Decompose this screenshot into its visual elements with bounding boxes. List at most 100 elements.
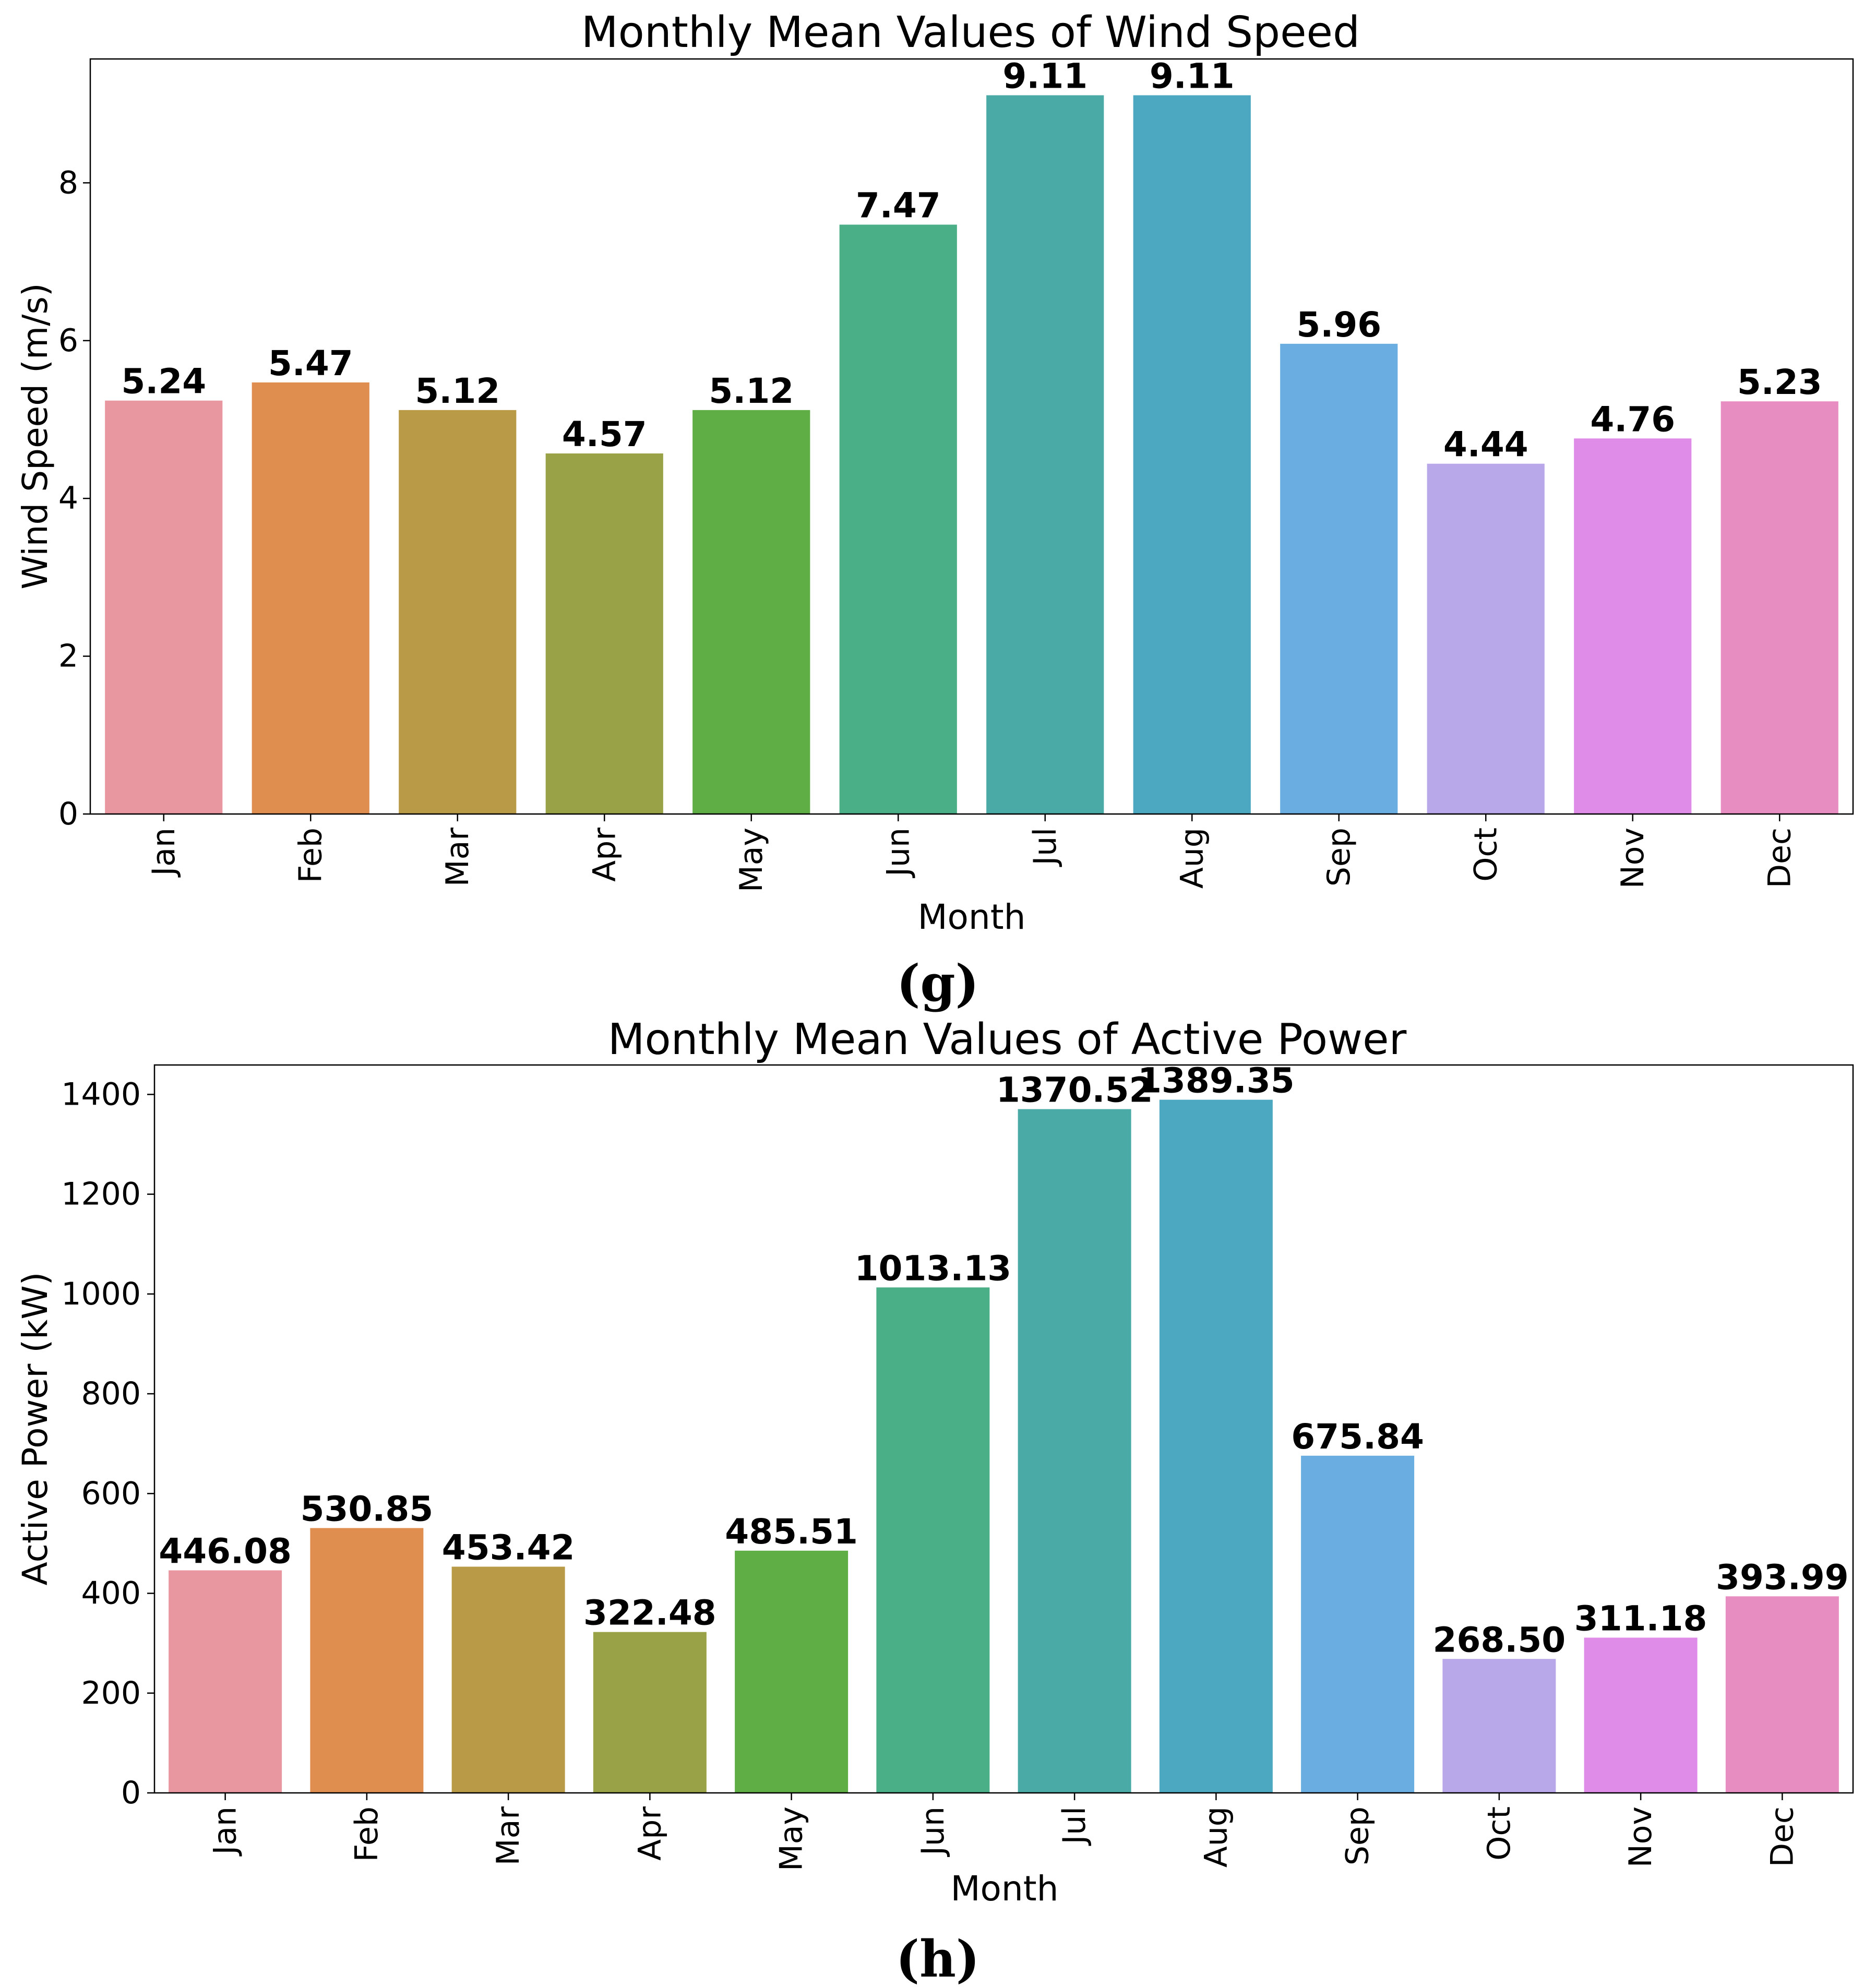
- bar-jun: [876, 1287, 990, 1793]
- x-axis-label: Month: [951, 1869, 1059, 1909]
- x-tick-label: Oct: [1467, 828, 1504, 882]
- x-tick-label: Feb: [292, 828, 329, 883]
- data-label: 322.48: [583, 1593, 716, 1633]
- x-tick-label: Dec: [1764, 1806, 1800, 1867]
- bar-jan: [169, 1570, 282, 1793]
- data-label: 311.18: [1574, 1598, 1707, 1638]
- x-tick-label: Jul: [1027, 828, 1064, 867]
- bar-sep: [1301, 1455, 1415, 1793]
- x-tick-label: May: [733, 828, 770, 892]
- wind-speed-chart: Monthly Mean Values of Wind Speed 5.24 5.…: [15, 8, 1854, 1013]
- y-tick-label: 2: [58, 638, 78, 675]
- y-tick-label: 800: [81, 1375, 141, 1412]
- x-tick-label: Jun: [880, 828, 916, 879]
- x-tick-label: Jan: [146, 828, 182, 878]
- bar-jul: [986, 95, 1104, 815]
- y-tick-label: 400: [81, 1575, 141, 1612]
- x-tick-label: Sep: [1340, 1806, 1376, 1865]
- y-tick-label: 1000: [61, 1276, 141, 1312]
- y-tick-label: 600: [81, 1475, 141, 1512]
- bar-nov: [1584, 1637, 1698, 1793]
- data-label: 5.23: [1737, 362, 1822, 402]
- x-tick-label: Jun: [915, 1806, 951, 1858]
- y-tick-label: 8: [58, 164, 78, 201]
- bar-dec: [1725, 1596, 1839, 1793]
- chart-title: Monthly Mean Values of Wind Speed: [581, 8, 1360, 57]
- x-axis: Jan Feb Mar Apr May Jun Jul Aug Sep Oct Nov Dec: [207, 1793, 1800, 1871]
- data-label: 9.11: [1002, 56, 1088, 97]
- data-label: 1389.35: [1138, 1061, 1295, 1101]
- data-label: 5.12: [415, 371, 500, 411]
- panel-label: (g): [897, 954, 979, 1013]
- bar-mar: [399, 410, 517, 814]
- bar-may: [692, 410, 810, 814]
- x-tick-label: Aug: [1174, 828, 1210, 889]
- bar-may: [735, 1550, 849, 1793]
- bar-nov: [1574, 438, 1692, 814]
- data-label: 393.99: [1716, 1557, 1849, 1597]
- bar-group: [169, 1099, 1839, 1793]
- x-tick-label: Aug: [1198, 1806, 1234, 1868]
- data-label: 5.47: [268, 343, 353, 384]
- bar-aug: [1159, 1099, 1273, 1793]
- y-axis: 0 2 4 6 8: [58, 164, 90, 832]
- data-label: 675.84: [1291, 1417, 1424, 1457]
- bar-group: [105, 95, 1838, 815]
- x-axis-label: Month: [918, 897, 1026, 937]
- plot-frame: [89, 58, 1854, 815]
- x-tick-label: Mar: [490, 1806, 527, 1866]
- panel-label: (h): [896, 1930, 980, 1987]
- y-tick-label: 6: [58, 322, 78, 359]
- data-label: 7.47: [856, 186, 941, 226]
- x-tick-label: Dec: [1761, 828, 1798, 888]
- data-label: 9.11: [1150, 56, 1235, 97]
- x-tick-label: Feb: [349, 1806, 385, 1862]
- x-tick-label: May: [773, 1806, 810, 1871]
- data-label-group: 5.24 5.47 5.12 4.57 5.12 7.47 9.11 9.11 5.96 4.44…: [121, 56, 1822, 465]
- data-label: 5.96: [1296, 305, 1381, 345]
- data-label: 4.57: [562, 414, 647, 454]
- y-tick-label: 0: [58, 796, 78, 832]
- data-label: 485.51: [725, 1512, 858, 1552]
- x-tick-label: Jul: [1056, 1806, 1093, 1846]
- y-tick-label: 1200: [61, 1176, 141, 1213]
- bar-jan: [105, 400, 223, 814]
- y-tick-label: 4: [58, 480, 78, 517]
- x-axis: Jan Feb Mar Apr May Jun Jul Aug Sep Oct Nov Dec: [146, 814, 1798, 892]
- bar-jul: [1018, 1109, 1131, 1793]
- bar-apr: [545, 453, 663, 814]
- data-label: 446.08: [159, 1531, 292, 1571]
- x-tick-label: Apr: [586, 828, 623, 882]
- bar-jun: [839, 224, 957, 815]
- bar-oct: [1442, 1659, 1556, 1793]
- y-tick-label: 200: [81, 1675, 141, 1711]
- bar-oct: [1427, 463, 1545, 814]
- data-label: 5.12: [709, 371, 794, 411]
- x-tick-label: Mar: [439, 828, 476, 887]
- chart-title: Monthly Mean Values of Active Power: [608, 1015, 1407, 1064]
- data-label: 5.24: [121, 362, 206, 402]
- data-label: 268.50: [1433, 1620, 1566, 1660]
- active-power-chart: Monthly Mean Values of Active Power 446.…: [15, 1015, 1854, 1987]
- x-tick-label: Nov: [1615, 828, 1651, 889]
- bar-apr: [593, 1632, 707, 1793]
- data-label: 1013.13: [855, 1248, 1012, 1288]
- x-tick-label: Oct: [1481, 1806, 1517, 1861]
- data-label: 4.76: [1590, 399, 1675, 439]
- bar-dec: [1720, 401, 1838, 814]
- x-tick-label: Nov: [1622, 1806, 1659, 1868]
- bar-sep: [1280, 343, 1398, 814]
- data-label: 530.85: [301, 1489, 434, 1529]
- y-axis: 0 200 400 600 800 1000 1200 1400: [61, 1076, 154, 1811]
- bar-feb: [252, 382, 369, 814]
- x-tick-label: Jan: [207, 1806, 244, 1857]
- y-tick-label: 0: [121, 1775, 141, 1811]
- data-label: 453.42: [442, 1527, 575, 1567]
- y-axis-label: Wind Speed (m/s): [15, 283, 55, 589]
- y-tick-label: 1400: [61, 1076, 141, 1112]
- y-axis-label: Active Power (kW): [15, 1272, 55, 1586]
- bar-mar: [451, 1566, 565, 1793]
- x-tick-label: Sep: [1321, 828, 1357, 887]
